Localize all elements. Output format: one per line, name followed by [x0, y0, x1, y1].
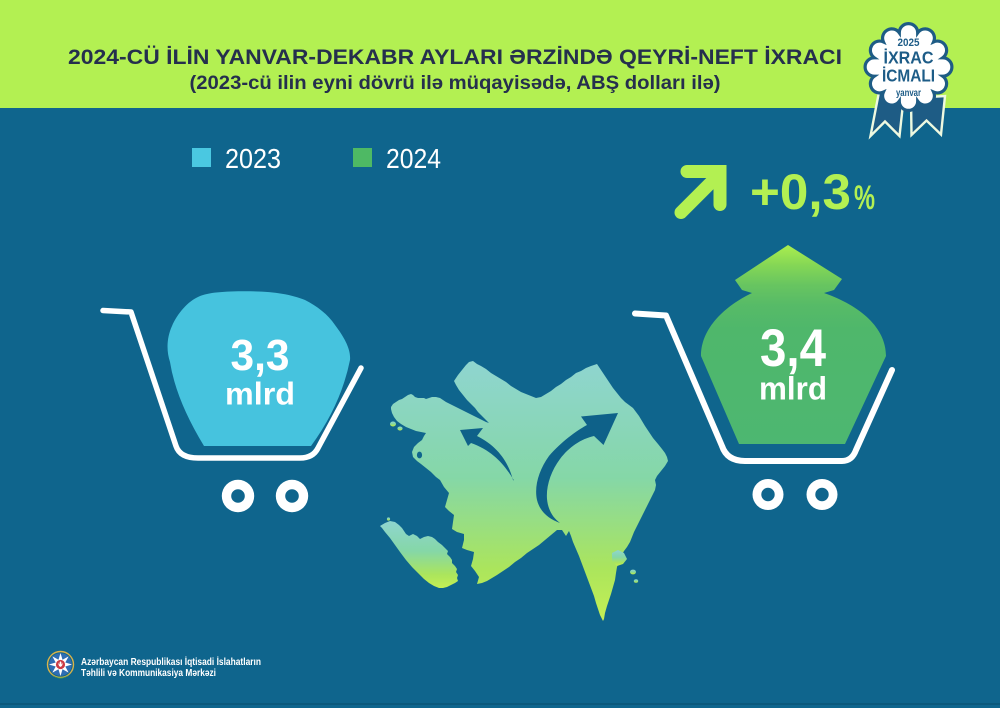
svg-text:2024: 2024: [386, 143, 441, 174]
svg-text:İXRAC: İXRAC: [884, 48, 934, 68]
svg-text:2024-CÜ İLİN YANVAR-DEKABR AYL: 2024-CÜ İLİN YANVAR-DEKABR AYLARI ƏRZİND…: [68, 44, 842, 69]
svg-text:Təhlili və Kommunikasiya Mərkə: Təhlili və Kommunikasiya Mərkəzi: [81, 668, 216, 679]
svg-text:(2023-cü ilin eyni dövrü ilə m: (2023-cü ilin eyni dövrü ilə müqayisədə,…: [190, 73, 721, 94]
svg-text:3,3: 3,3: [231, 331, 290, 380]
svg-text:2025: 2025: [898, 37, 920, 49]
svg-text:2023: 2023: [225, 143, 281, 174]
svg-text:yanvar: yanvar: [896, 88, 921, 99]
svg-text:+0,3: +0,3: [750, 164, 851, 220]
svg-text:İCMALI: İCMALI: [882, 66, 935, 86]
svg-text:%: %: [854, 179, 875, 217]
svg-text:mlrd: mlrd: [225, 376, 295, 412]
svg-text:mlrd: mlrd: [759, 371, 827, 407]
svg-text:Azərbaycan Respublikası İqtisa: Azərbaycan Respublikası İqtisadi İslahat…: [81, 655, 261, 668]
svg-text:3,4: 3,4: [760, 319, 826, 378]
